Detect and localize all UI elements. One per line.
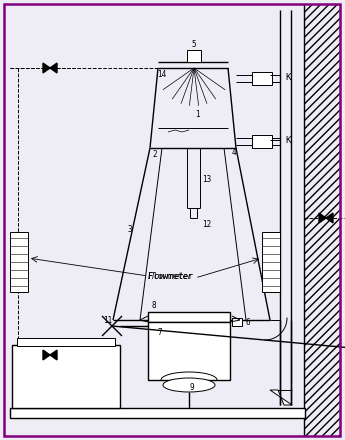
Text: 1: 1 [195,110,200,119]
Polygon shape [326,213,333,223]
Text: 13: 13 [202,175,211,184]
Text: K: K [285,73,290,82]
Bar [148,312,230,322]
Text: 14: 14 [157,70,166,79]
Polygon shape [43,350,50,360]
Bar [262,232,280,292]
Text: 9: 9 [190,383,194,392]
Text: 4: 4 [232,148,237,157]
Polygon shape [319,213,326,223]
Text: 6: 6 [245,318,250,327]
Text: Flowmeter: Flowmeter [148,272,193,281]
Ellipse shape [163,378,215,392]
Bar [10,408,305,418]
Polygon shape [50,350,57,360]
Bar [304,4,340,436]
Bar [252,72,272,85]
Polygon shape [50,63,57,73]
Bar [187,50,201,62]
Text: 2: 2 [152,150,157,159]
Text: K: K [285,136,290,145]
Polygon shape [43,63,50,73]
Bar [232,318,242,326]
Bar [12,345,120,408]
Bar [148,322,230,380]
Polygon shape [270,390,292,405]
Text: 5: 5 [191,40,196,49]
Bar [252,135,272,148]
Text: Flowmeter: Flowmeter [148,272,193,281]
Text: 12: 12 [202,220,211,229]
Text: 8: 8 [152,301,157,310]
Text: 7: 7 [158,328,162,337]
Bar [17,338,115,346]
Text: 3: 3 [128,225,132,234]
Text: 11: 11 [103,316,112,325]
Bar [10,232,28,292]
